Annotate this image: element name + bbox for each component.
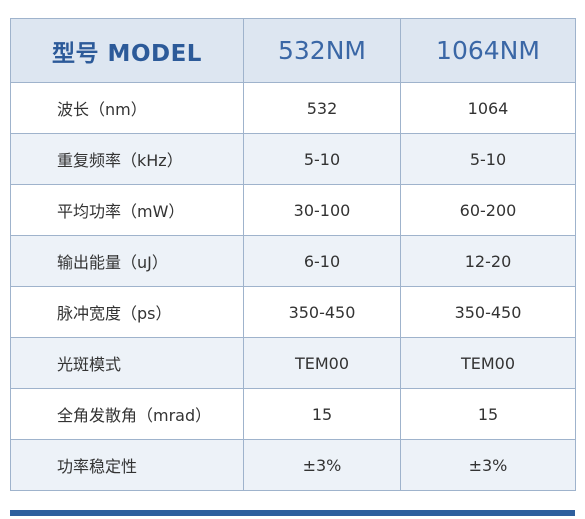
value-1064nm: 350-450 — [400, 286, 576, 338]
value-532nm: 532 — [243, 82, 401, 134]
value-532nm: 5-10 — [243, 133, 401, 185]
value-532nm: 15 — [243, 388, 401, 440]
param-label: 功率稳定性 — [10, 439, 244, 491]
param-label: 光斑模式 — [10, 337, 244, 389]
table-row: 全角发散角（mrad） 15 15 — [10, 388, 576, 440]
table-row: 波长（nm） 532 1064 — [10, 82, 576, 134]
value-1064nm: 12-20 — [400, 235, 576, 287]
table-row: 功率稳定性 ±3% ±3% — [10, 439, 576, 491]
value-1064nm: TEM00 — [400, 337, 576, 389]
value-1064nm: 1064 — [400, 82, 576, 134]
value-532nm: TEM00 — [243, 337, 401, 389]
value-1064nm: ±3% — [400, 439, 576, 491]
table-header: 型号 MODEL 532NM 1064NM — [10, 18, 576, 83]
value-532nm: ±3% — [243, 439, 401, 491]
table-row: 重复频率（kHz） 5-10 5-10 — [10, 133, 576, 185]
value-1064nm: 60-200 — [400, 184, 576, 236]
param-label: 平均功率（mW） — [10, 184, 244, 236]
bottom-accent-bar — [10, 510, 575, 516]
param-label: 脉冲宽度（ps） — [10, 286, 244, 338]
spec-table: 型号 MODEL 532NM 1064NM 波长（nm） 532 1064 重复… — [10, 18, 576, 491]
table-body: 波长（nm） 532 1064 重复频率（kHz） 5-10 5-10 平均功率… — [10, 82, 576, 491]
table-row: 光斑模式 TEM00 TEM00 — [10, 337, 576, 389]
param-label: 全角发散角（mrad） — [10, 388, 244, 440]
column-header-532nm: 532NM — [243, 18, 401, 83]
param-label: 波长（nm） — [10, 82, 244, 134]
param-label: 重复频率（kHz） — [10, 133, 244, 185]
param-label: 输出能量（uJ） — [10, 235, 244, 287]
value-532nm: 30-100 — [243, 184, 401, 236]
header-row: 型号 MODEL 532NM 1064NM — [10, 18, 576, 83]
value-532nm: 350-450 — [243, 286, 401, 338]
model-header-cell: 型号 MODEL — [10, 18, 244, 83]
table-row: 输出能量（uJ） 6-10 12-20 — [10, 235, 576, 287]
value-1064nm: 15 — [400, 388, 576, 440]
table-row: 平均功率（mW） 30-100 60-200 — [10, 184, 576, 236]
table-row: 脉冲宽度（ps） 350-450 350-450 — [10, 286, 576, 338]
value-1064nm: 5-10 — [400, 133, 576, 185]
value-532nm: 6-10 — [243, 235, 401, 287]
column-header-1064nm: 1064NM — [400, 18, 576, 83]
